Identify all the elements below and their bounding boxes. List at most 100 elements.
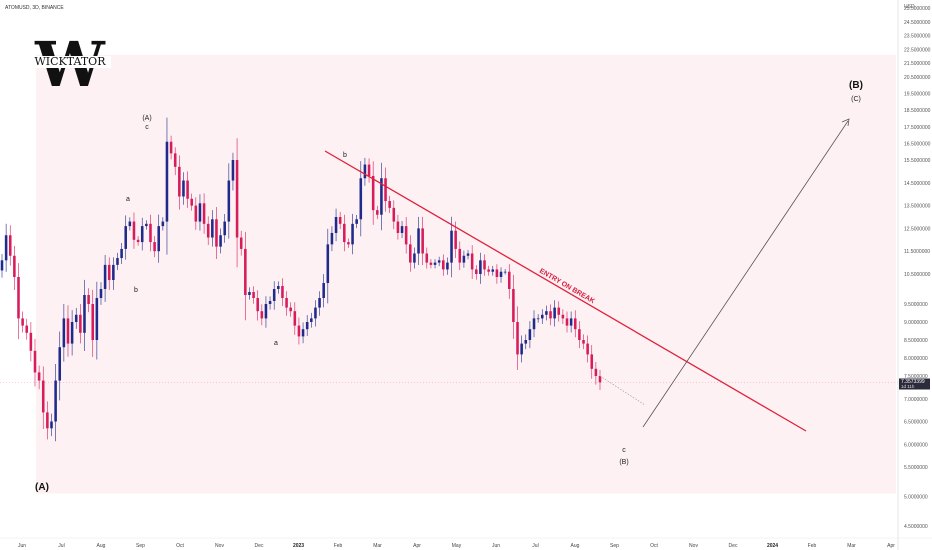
- candle-body: [182, 180, 185, 197]
- candle-body: [334, 217, 338, 233]
- x-tick-label: Dec: [729, 543, 738, 549]
- candle-body: [297, 325, 301, 337]
- wave-B-target-label: (B): [619, 459, 628, 466]
- y-tick-label: 7.5000000: [904, 374, 928, 380]
- candle-body: [400, 226, 404, 233]
- candle-body: [528, 329, 532, 340]
- candle-body: [479, 260, 482, 274]
- candle-body: [178, 166, 181, 197]
- candle-body: [285, 298, 288, 308]
- candle-body: [499, 271, 503, 277]
- candle-body: [17, 277, 20, 319]
- candle-body: [120, 248, 123, 259]
- currency-label: USD: [904, 4, 915, 10]
- candle-body: [384, 178, 387, 202]
- y-tick-label: 4.5000000: [904, 524, 928, 530]
- y-tick-label: 17.5000000: [904, 125, 931, 131]
- candle-body: [442, 260, 445, 270]
- y-tick-label: 25.5000000: [904, 6, 931, 12]
- candle-body: [301, 329, 305, 337]
- candle-body: [169, 141, 173, 154]
- y-tick-label: 12.5000000: [904, 226, 931, 232]
- candle-body: [244, 248, 247, 295]
- candle-body: [140, 226, 144, 243]
- candle-body: [8, 235, 12, 256]
- x-tick-label: Apr: [413, 543, 421, 549]
- candle-body: [578, 329, 581, 340]
- candle-body: [507, 271, 511, 289]
- wave-a-mid-label: a: [126, 196, 130, 203]
- x-tick-label: Jun: [18, 543, 26, 549]
- candle-body: [446, 262, 449, 270]
- candle-body: [206, 223, 210, 238]
- candle-body: [194, 205, 198, 222]
- candle-body: [586, 343, 589, 355]
- candle-body: [338, 217, 342, 224]
- candle-body: [351, 223, 354, 245]
- candle-body: [520, 343, 523, 355]
- x-tick-label: Aug: [571, 543, 580, 549]
- candle-body: [293, 311, 297, 326]
- candle-body: [103, 264, 107, 289]
- x-tick-label: 2023: [293, 543, 304, 549]
- candle-body: [454, 230, 457, 249]
- candle-body: [235, 160, 239, 238]
- candle-body: [380, 178, 383, 215]
- x-tick-label: Feb: [334, 543, 343, 549]
- candle-body: [29, 332, 33, 351]
- candle-body: [326, 244, 330, 283]
- x-tick-label: Dec: [255, 543, 264, 549]
- candle-body: [569, 318, 573, 326]
- y-tick-label: 24.5000000: [904, 20, 931, 26]
- candle-body: [553, 307, 556, 319]
- candle-body: [128, 221, 132, 227]
- candle-body: [512, 289, 515, 322]
- candle-body: [252, 292, 255, 298]
- candle-body: [487, 269, 490, 272]
- candle-body: [462, 255, 466, 263]
- candle-body: [223, 221, 226, 236]
- candle-body: [161, 221, 165, 227]
- candle-body: [536, 318, 540, 320]
- candle-body: [149, 223, 152, 243]
- descending-trendline: [324, 150, 807, 432]
- candle-body: [248, 292, 251, 295]
- y-tick-label: 14.5000000: [904, 181, 931, 187]
- x-tick-label: Aug: [97, 543, 106, 549]
- candle-body: [268, 301, 272, 304]
- candle-body: [565, 318, 569, 326]
- price-tag-value: 7.3573399: [901, 379, 925, 385]
- candle-body: [79, 314, 82, 333]
- candle-body: [66, 318, 70, 344]
- candle-body: [13, 255, 16, 277]
- y-tick-label: 6.0000000: [904, 442, 928, 448]
- candle-body: [450, 230, 453, 263]
- candle-body: [227, 180, 231, 222]
- x-tick-label: Sep: [610, 543, 619, 549]
- y-tick-label: 5.0000000: [904, 495, 928, 501]
- candle-body: [281, 286, 284, 298]
- candle-body: [503, 271, 507, 273]
- x-tick-label: 2024: [767, 543, 778, 549]
- candle-body: [376, 210, 379, 215]
- candle-body: [0, 260, 4, 271]
- candle-body: [491, 269, 495, 272]
- y-tick-label: 6.5000000: [904, 420, 928, 426]
- candle-body: [87, 295, 90, 304]
- y-tick-label: 11.5000000: [904, 249, 930, 255]
- candle-body: [33, 350, 37, 373]
- candle-body: [532, 318, 536, 330]
- x-tick-label: Mar: [847, 543, 856, 549]
- candle-body: [343, 223, 346, 243]
- candle-body: [202, 203, 206, 224]
- candle-body: [330, 232, 334, 245]
- candle-body: [173, 153, 177, 167]
- candle-body: [198, 203, 202, 222]
- wave-c-target-label: c: [622, 447, 626, 454]
- wave-B-top-label: (B): [849, 80, 863, 91]
- candle-body: [359, 178, 363, 220]
- y-tick-label: 16.5000000: [904, 141, 931, 147]
- x-tick-label: Oct: [176, 543, 184, 549]
- candle-body: [153, 242, 156, 252]
- candle-body: [371, 175, 375, 211]
